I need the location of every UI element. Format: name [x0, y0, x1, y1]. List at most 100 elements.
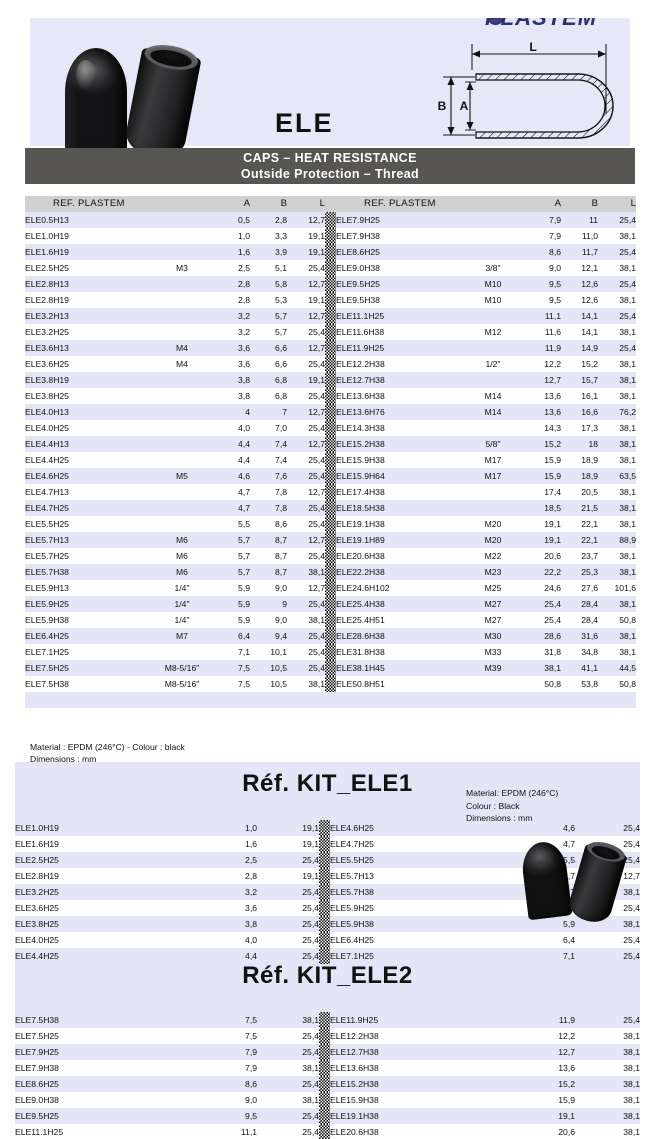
- spacer-cell: [524, 692, 561, 708]
- kit-cell-ref: ELE5.7H13: [330, 868, 510, 884]
- cell-b: 10,5: [250, 660, 287, 676]
- kit-cell-a: 15,9: [510, 1092, 575, 1108]
- kit-cell-ref: ELE7.9H38: [15, 1060, 195, 1076]
- kit-table-row: ELE9.0H38 9,0 38,1 ELE15.9H38 15,9 38,1: [15, 1092, 640, 1108]
- cell-thread: [151, 420, 213, 436]
- cell-ref: ELE4.4H13: [25, 436, 151, 452]
- table-row: ELE3.2H13 3,2 5,7 12,7 ELE11.1H25 11,1 14,1 25,…: [25, 308, 636, 324]
- cell-b: 34,8: [561, 644, 598, 660]
- spacer-cell: [250, 692, 287, 708]
- cell-b: 53,8: [561, 676, 598, 692]
- cell-thread: M5: [151, 468, 213, 484]
- table-row: ELE4.0H25 4,0 7,0 25,4 ELE14.3H38 14,3 17,3 38,…: [25, 420, 636, 436]
- cell-b: 12,1: [561, 260, 598, 276]
- cell-thread: [462, 500, 524, 516]
- column-separator: [325, 452, 336, 468]
- cell-a: 4,4: [213, 436, 250, 452]
- cell-thread: [151, 324, 213, 340]
- cell-a: 4: [213, 404, 250, 420]
- kit-column-separator: [319, 916, 330, 932]
- kit-cell-ref: ELE7.1H25: [330, 948, 510, 964]
- cell-thread: M20: [462, 532, 524, 548]
- banner-title: CAPS – HEAT RESISTANCE: [243, 151, 417, 165]
- cell-l: 38,1: [598, 420, 636, 436]
- column-header-thread-right: [462, 196, 524, 212]
- spacer-cell: [598, 692, 636, 708]
- cell-thread: M4: [151, 356, 213, 372]
- kit-cell-ref: ELE2.8H19: [15, 868, 195, 884]
- column-separator: [325, 404, 336, 420]
- cell-b: 11: [561, 212, 598, 228]
- table-row: ELE5.5H25 5,5 8,6 25,4 ELE19.1H38 M20 19,1 22,1…: [25, 516, 636, 532]
- cell-thread: [462, 212, 524, 228]
- cell-thread: [151, 484, 213, 500]
- cell-a: 7,1: [213, 644, 250, 660]
- cell-ref: ELE11.1H25: [336, 308, 462, 324]
- kit-cell-ref: ELE20.6H38: [330, 1124, 510, 1139]
- cell-l: 38,1: [598, 516, 636, 532]
- kit-cell-l: 25,4: [575, 948, 640, 964]
- cell-ref: ELE15.2H38: [336, 436, 462, 452]
- table-row: ELE4.0H13 4 7 12,7 ELE13.6H76 M14 13,6 16,6 76,2: [25, 404, 636, 420]
- table-footer-spacer: [25, 692, 636, 708]
- cell-l: 38,1: [598, 260, 636, 276]
- kit-cell-ref: ELE12.2H38: [330, 1028, 510, 1044]
- cell-l: 12,7: [287, 340, 325, 356]
- kit-cell-ref: ELE4.4H25: [15, 948, 195, 964]
- table-row: ELE2.5H25 M3 2,5 5,1 25,4 ELE9.0H38 3/8" 9,0 12,…: [25, 260, 636, 276]
- cell-a: 4,6: [213, 468, 250, 484]
- cell-a: 50,8: [524, 676, 561, 692]
- cell-b: 10,1: [250, 644, 287, 660]
- cell-a: 12,2: [524, 356, 561, 372]
- table-row: ELE5.9H13 1/4" 5,9 9,0 12,7 ELE24.6H102 M25 24,…: [25, 580, 636, 596]
- kit-cell-a: 7,9: [195, 1044, 257, 1060]
- cell-b: 27,6: [561, 580, 598, 596]
- cell-b: 5,7: [250, 324, 287, 340]
- cell-ref: ELE25.4H51: [336, 612, 462, 628]
- cell-thread: M4: [151, 340, 213, 356]
- cap-cross-section-svg: L B A: [438, 40, 614, 139]
- cell-ref: ELE3.2H25: [25, 324, 151, 340]
- kit-table-row: ELE7.9H38 7,9 38,1 ELE13.6H38 13,6 38,1: [15, 1060, 640, 1076]
- cell-b: 3,9: [250, 244, 287, 260]
- cell-l: 38,1: [287, 612, 325, 628]
- column-separator: [325, 324, 336, 340]
- cell-thread: 1/2": [462, 356, 524, 372]
- cell-a: 4,0: [213, 420, 250, 436]
- kit-cell-l: 25,4: [257, 884, 319, 900]
- kit-cell-a: 4,6: [510, 820, 575, 836]
- kit-cell-l: 25,4: [257, 852, 319, 868]
- table-row: ELE0.5H13 0,5 2,8 12,7 ELE7.9H25 7,9 11 25,4: [25, 212, 636, 228]
- cell-l: 101,6: [598, 580, 636, 596]
- kit-table-row: ELE1.0H19 1,0 19,1 ELE4.6H25 4,6 25,4: [15, 820, 640, 836]
- cell-thread: 3/8": [462, 260, 524, 276]
- cell-thread: [462, 420, 524, 436]
- column-separator: [325, 580, 336, 596]
- kit-column-separator: [319, 1060, 330, 1076]
- cell-a: 11,6: [524, 324, 561, 340]
- cell-a: 7,9: [524, 212, 561, 228]
- table-row: ELE5.9H38 1/4" 5,9 9,0 38,1 ELE25.4H51 M27 25,4…: [25, 612, 636, 628]
- cell-l: 19,1: [287, 228, 325, 244]
- table-row: ELE3.6H13 M4 3,6 6,6 12,7 ELE11.9H25 11,9 14,9 2…: [25, 340, 636, 356]
- kit-cell-ref: ELE1.6H19: [15, 836, 195, 852]
- kit-cell-a: 20,6: [510, 1124, 575, 1139]
- cell-a: 17,4: [524, 484, 561, 500]
- column-separator: [325, 596, 336, 612]
- cell-ref: ELE4.6H25: [25, 468, 151, 484]
- spacer-cell: [151, 692, 213, 708]
- cell-ref: ELE8.6H25: [336, 244, 462, 260]
- kit-cell-a: 2,8: [195, 868, 257, 884]
- cap-tilted-image: [122, 40, 202, 163]
- cell-a: 25,4: [524, 612, 561, 628]
- kit-cell-l: 25,4: [575, 1012, 640, 1028]
- kit-cell-l: 38,1: [575, 1076, 640, 1092]
- cell-l: 38,1: [598, 548, 636, 564]
- kit1-title: Réf. KIT_ELE1: [242, 770, 413, 797]
- cell-thread: M8-5/16": [151, 660, 213, 676]
- kit-cell-ref: ELE9.0H38: [15, 1092, 195, 1108]
- cell-l: 76,2: [598, 404, 636, 420]
- kit-column-separator: [319, 932, 330, 948]
- cell-ref: ELE17.4H38: [336, 484, 462, 500]
- kit-cell-a: 2,5: [195, 852, 257, 868]
